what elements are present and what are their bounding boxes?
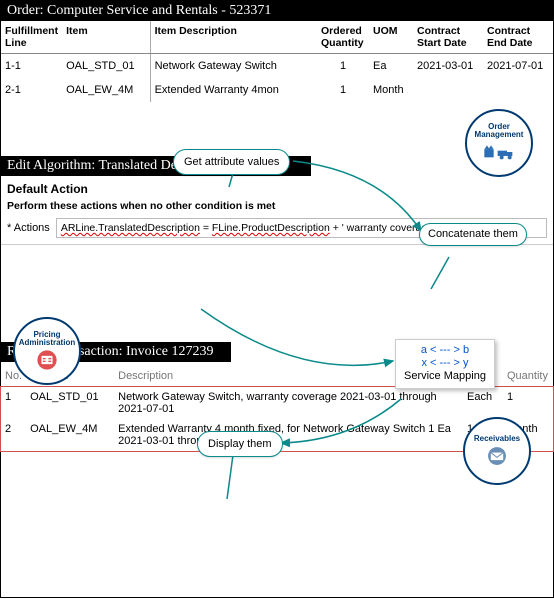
receivables-badge: Receivables (463, 417, 531, 485)
callout-display: Display them (197, 431, 283, 457)
default-action-label: Default Action (1, 176, 553, 198)
mapping-line2: x < --- > y (404, 357, 486, 370)
col-line: Fulfillment Line (1, 21, 62, 54)
mapping-line1: a < --- > b (404, 344, 486, 357)
order-table: Fulfillment Line Item Item Description O… (1, 21, 553, 102)
envelope-icon (481, 445, 513, 467)
col-end: Contract End Date (483, 21, 553, 54)
pricing-icon (31, 349, 63, 371)
callout-get: Get attribute values (173, 149, 290, 175)
order-title: Order: Computer Service and Rentals - 52… (1, 1, 553, 21)
table-row: 1 OAL_STD_01 Network Gateway Switch, war… (1, 387, 553, 420)
pricing-admin-badge: Pricing Administration (13, 317, 81, 385)
col-uom: UOM (369, 21, 413, 54)
actions-label: * Actions (7, 222, 50, 234)
factory-truck-icon (483, 141, 515, 163)
table-row: 1-1 OAL_STD_01 Network Gateway Switch 1 … (1, 54, 553, 79)
callout-concat: Concatenate them (419, 223, 527, 246)
col-desc: Item Description (150, 21, 317, 54)
table-row: 2-1 OAL_EW_4M Extended Warranty 4mon 1 M… (1, 78, 553, 102)
perform-label: Perform these actions when no other cond… (1, 198, 553, 214)
mapping-label: Service Mapping (404, 370, 486, 382)
service-mapping-box: a < --- > b x < --- > y Service Mapping (395, 339, 495, 389)
col-start: Contract Start Date (413, 21, 483, 54)
col-item: Item (62, 21, 150, 54)
col-qty2: Quantity (503, 366, 553, 387)
col-qty: Ordered Quantity (317, 21, 369, 54)
order-management-badge: Order Management (465, 109, 533, 177)
